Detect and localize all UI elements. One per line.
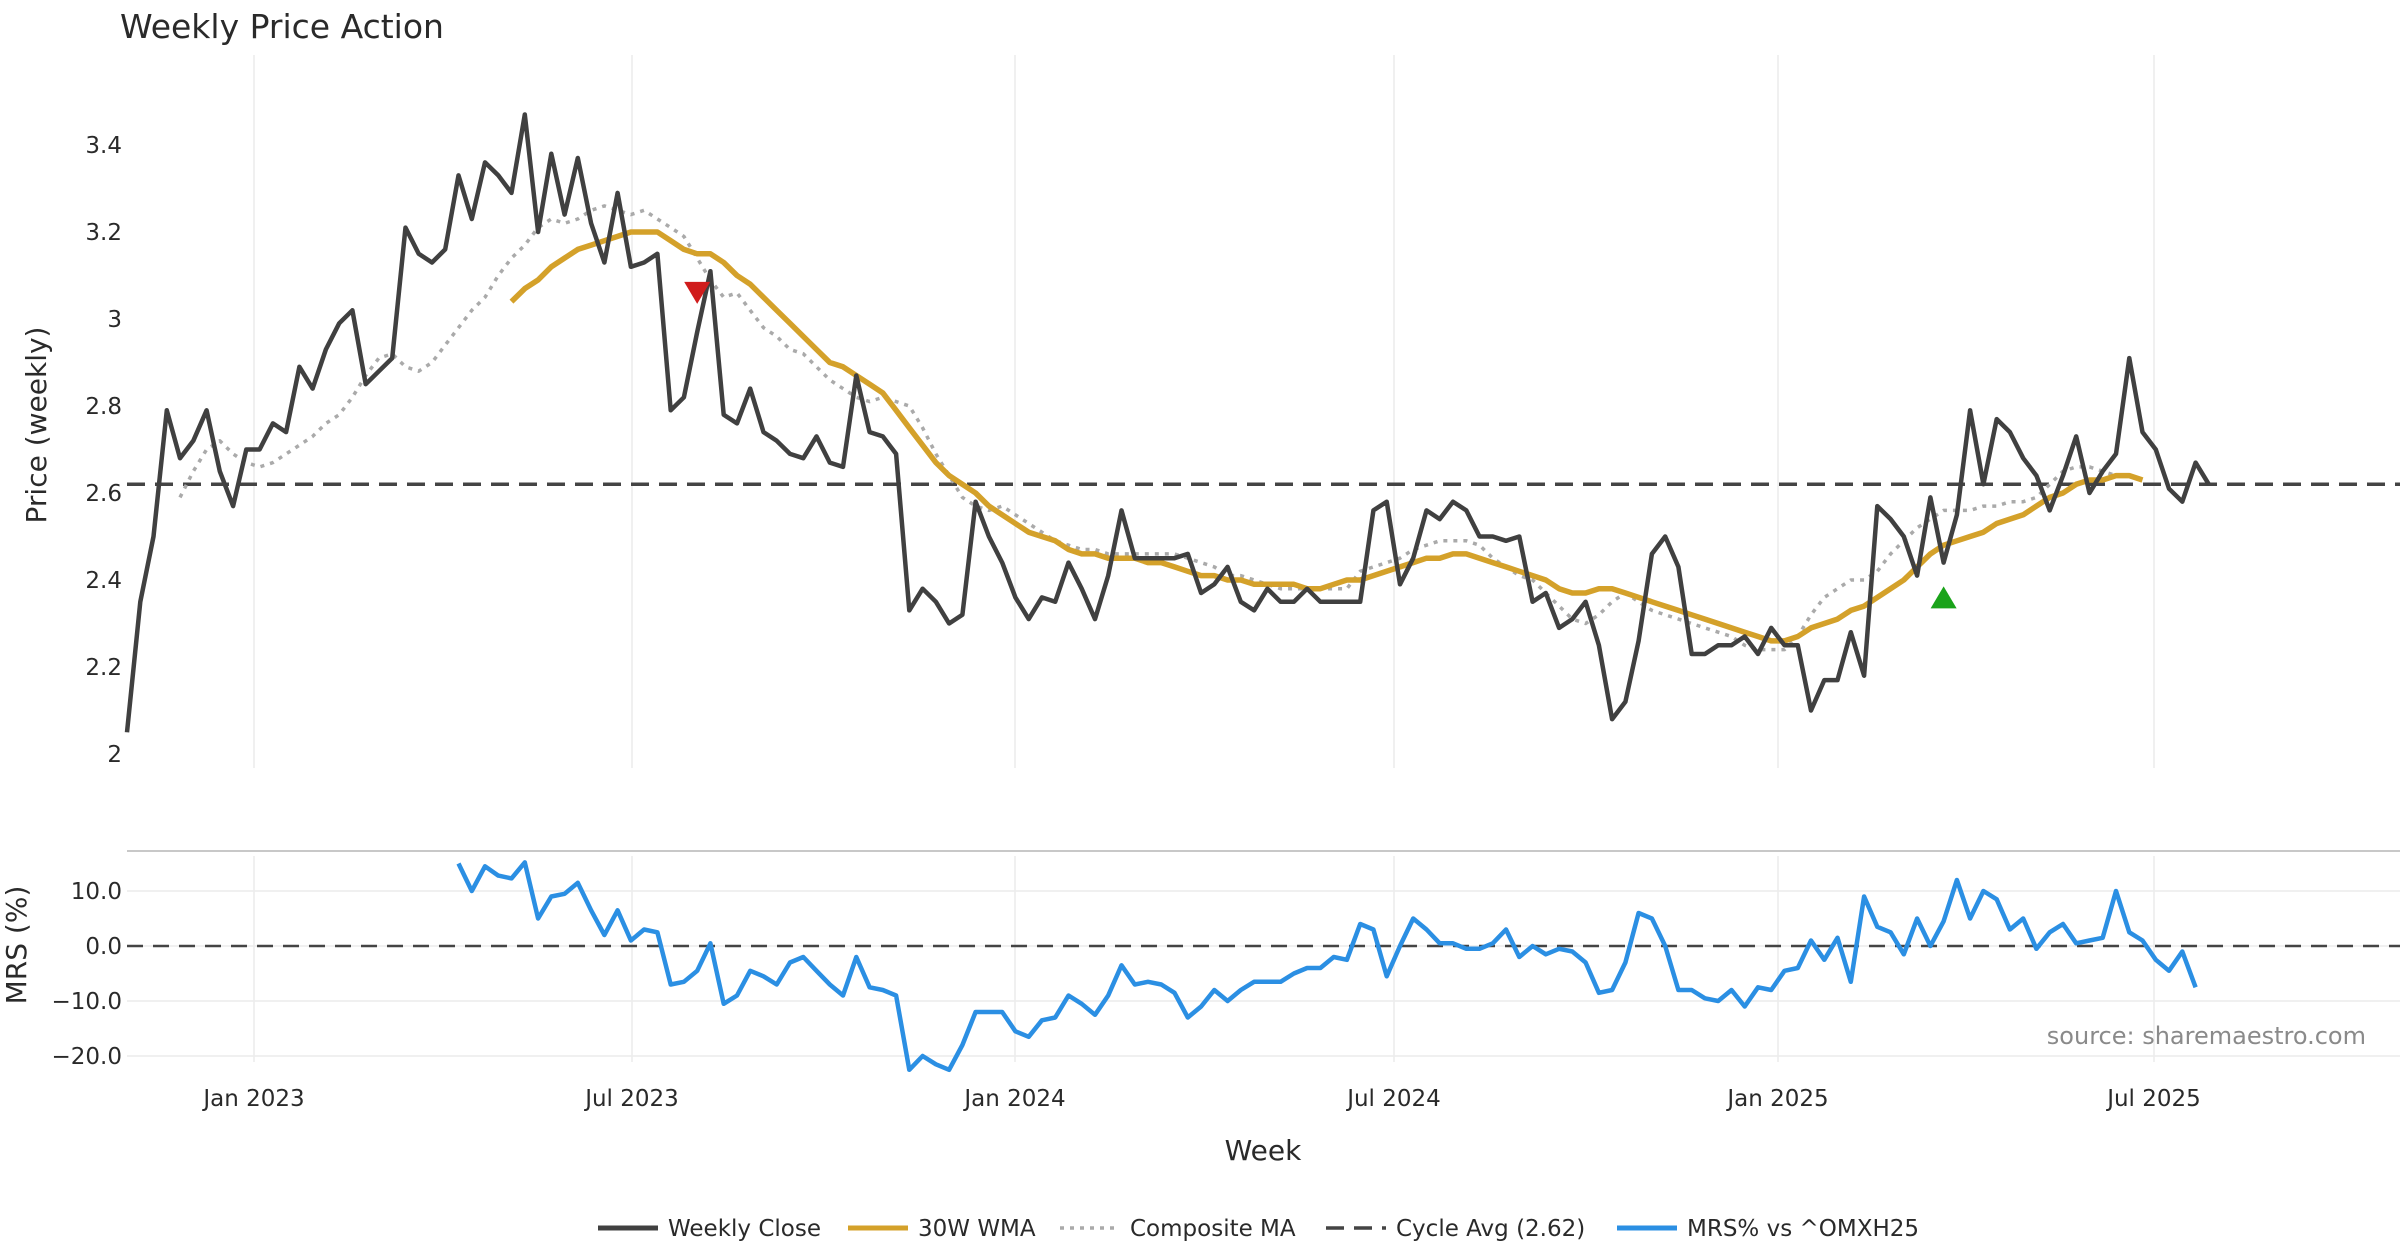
price-y-tick-label: 2 — [107, 742, 122, 768]
mrs-y-tick-label: 10.0 — [71, 879, 122, 905]
price-y-ticks: 2 2.2 2.4 2.6 2.8 3 3.2 3.4 — [85, 133, 122, 768]
x-tick-label: Jul 2025 — [2105, 1086, 2201, 1112]
price-grid — [253, 55, 2155, 768]
mrs-y-tick-label: −10.0 — [52, 989, 122, 1015]
legend-label: Composite MA — [1130, 1216, 1296, 1242]
legend-item: 30W WMA — [848, 1216, 1036, 1242]
x-tick-label: Jan 2023 — [201, 1086, 304, 1112]
x-tick-label: Jul 2023 — [583, 1086, 679, 1112]
x-axis-label: Week — [1225, 1134, 1302, 1167]
price-y-tick-label: 2.4 — [85, 568, 122, 594]
mrs-y-tick-label: −20.0 — [52, 1044, 122, 1070]
series-line-weekly-close — [124, 112, 2211, 733]
price-y-axis-label: Price (weekly) — [20, 327, 53, 524]
price-y-tick-label: 3 — [107, 307, 122, 333]
sell-signal-marker — [684, 281, 711, 304]
legend-label: Weekly Close — [668, 1216, 821, 1242]
price-y-tick-label: 2.2 — [85, 655, 122, 681]
mrs-y-axis-label: MRS (%) — [0, 886, 33, 1005]
price-y-tick-label: 2.8 — [85, 394, 122, 420]
x-tick-label: Jan 2025 — [1725, 1086, 1828, 1112]
buy-signal-marker — [1930, 586, 1957, 609]
mrs-y-ticks: 10.0 0.0 −10.0 −20.0 — [52, 879, 122, 1070]
legend-label: MRS% vs ^OMXH25 — [1687, 1216, 1919, 1242]
chart-title: Weekly Price Action — [120, 7, 444, 46]
legend-label: Cycle Avg (2.62) — [1396, 1216, 1585, 1242]
source-note: source: sharemaestro.com — [2047, 1022, 2366, 1050]
series-line-30w-wma — [509, 229, 2144, 644]
x-tick-label: Jan 2024 — [962, 1086, 1065, 1112]
series-line-mrs — [456, 860, 2198, 1073]
price-y-tick-label: 3.2 — [85, 220, 122, 246]
mrs-y-tick-label: 0.0 — [85, 934, 122, 960]
series-line-composite-ma — [178, 204, 2117, 652]
price-y-tick-label: 2.6 — [85, 481, 122, 507]
legend-label: 30W WMA — [918, 1216, 1036, 1242]
legend-item: Cycle Avg (2.62) — [1326, 1216, 1585, 1242]
legend-item: Weekly Close — [598, 1216, 821, 1242]
legend: Weekly Close 30W WMA Composite MA Cycle Avg… — [598, 1216, 1919, 1242]
legend-item: MRS% vs ^OMXH25 — [1617, 1216, 1919, 1242]
x-tick-label: Jul 2024 — [1345, 1086, 1441, 1112]
x-ticks: Jan 2023 Jul 2023 Jan 2024 Jul 2024 Jan 2025… — [201, 1086, 2200, 1112]
legend-item: Composite MA — [1060, 1216, 1296, 1242]
price-y-tick-label: 3.4 — [85, 133, 122, 159]
